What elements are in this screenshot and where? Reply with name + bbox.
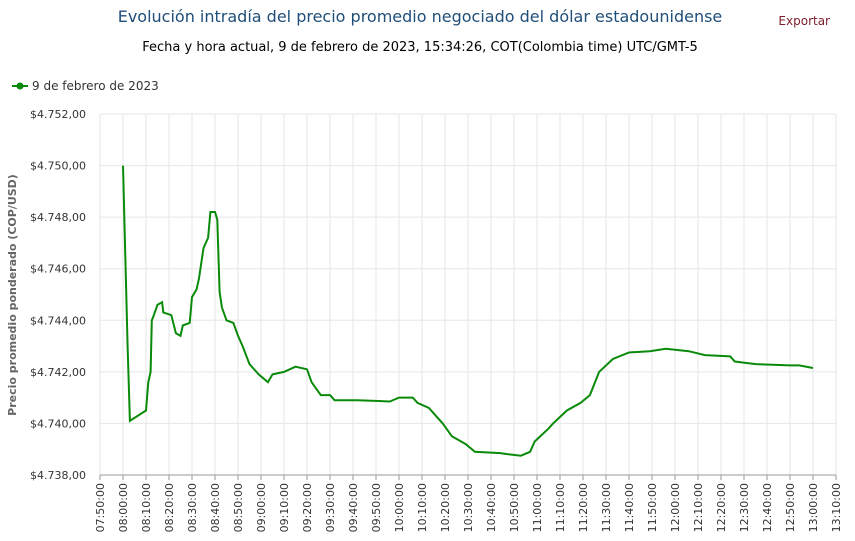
data-line (122, 165, 814, 457)
x-tick-label: 12:40:00 (761, 483, 774, 532)
x-tick-label: 13:10:00 (830, 483, 843, 532)
x-tick-label: 10:10:00 (416, 483, 429, 532)
legend-marker (16, 82, 24, 90)
x-tick-label: 09:00:00 (255, 483, 268, 532)
x-tick-label: 11:10:00 (554, 483, 567, 532)
legend-label: 9 de febrero de 2023 (32, 79, 159, 93)
x-tick-label: 10:40:00 (485, 483, 498, 532)
y-axis-title: Precio promedio ponderado (COP/USD) (6, 174, 19, 416)
x-tick-label: 08:10:00 (140, 483, 153, 532)
y-tick-label: $4.740,00 (30, 417, 86, 430)
x-tick-label: 09:10:00 (278, 483, 291, 532)
x-tick-label: 11:20:00 (577, 483, 590, 532)
y-tick-label: $4.748,00 (30, 211, 86, 224)
chart-subtitle: Fecha y hora actual, 9 de febrero de 202… (142, 40, 697, 55)
x-tick-label: 07:50:00 (94, 483, 107, 532)
x-tick-label: 12:30:00 (738, 483, 751, 532)
x-tick-label: 10:00:00 (393, 483, 406, 532)
x-tick-label: 08:00:00 (117, 483, 130, 532)
x-tick-label: 10:50:00 (508, 483, 521, 532)
x-tick-label: 13:00:00 (807, 483, 820, 532)
y-tick-label: $4.750,00 (30, 160, 86, 173)
export-button[interactable]: Exportar (778, 14, 830, 28)
x-tick-label: 11:00:00 (531, 483, 544, 532)
x-tick-label: 12:50:00 (784, 483, 797, 532)
x-tick-label: 12:00:00 (669, 483, 682, 532)
x-tick-label: 09:30:00 (324, 483, 337, 532)
x-tick-label: 10:30:00 (462, 483, 475, 532)
x-tick-label: 09:50:00 (370, 483, 383, 532)
y-tick-label: $4.742,00 (30, 366, 86, 379)
x-tick-label: 08:40:00 (209, 483, 222, 532)
x-tick-label: 12:20:00 (715, 483, 728, 532)
x-tick-label: 09:20:00 (301, 483, 314, 532)
y-tick-label: $4.738,00 (30, 469, 86, 482)
x-tick-label: 10:20:00 (439, 483, 452, 532)
x-tick-label: 08:30:00 (186, 483, 199, 532)
x-tick-label: 12:10:00 (692, 483, 705, 532)
x-tick-label: 11:50:00 (646, 483, 659, 532)
x-tick-label: 11:30:00 (600, 483, 613, 532)
y-tick-label: $4.744,00 (30, 314, 86, 327)
x-tick-label: 09:40:00 (347, 483, 360, 532)
x-tick-label: 08:50:00 (232, 483, 245, 532)
x-tick-label: 08:20:00 (163, 483, 176, 532)
chart-title: Evolución intradía del precio promedio n… (118, 7, 723, 26)
y-tick-label: $4.746,00 (30, 263, 86, 276)
x-tick-label: 11:40:00 (623, 483, 636, 532)
y-tick-label: $4.752,00 (30, 108, 86, 121)
